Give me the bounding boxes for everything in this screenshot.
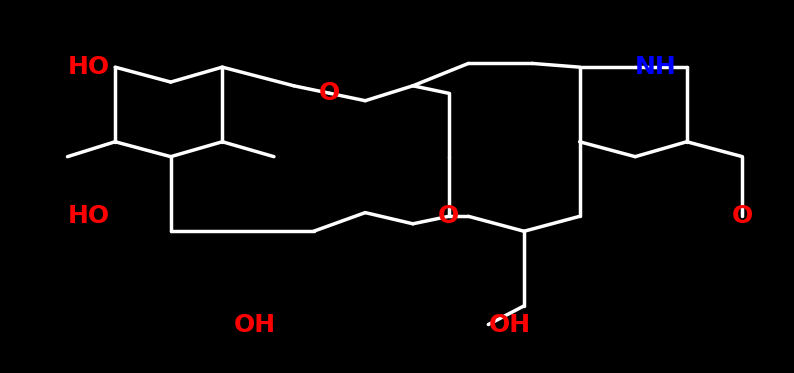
Text: O: O xyxy=(438,204,459,228)
Text: HO: HO xyxy=(67,204,110,228)
Text: NH: NH xyxy=(635,55,677,79)
Text: OH: OH xyxy=(234,313,276,336)
Text: O: O xyxy=(319,81,340,105)
Text: O: O xyxy=(732,204,753,228)
Text: HO: HO xyxy=(67,55,110,79)
Text: OH: OH xyxy=(488,313,530,336)
